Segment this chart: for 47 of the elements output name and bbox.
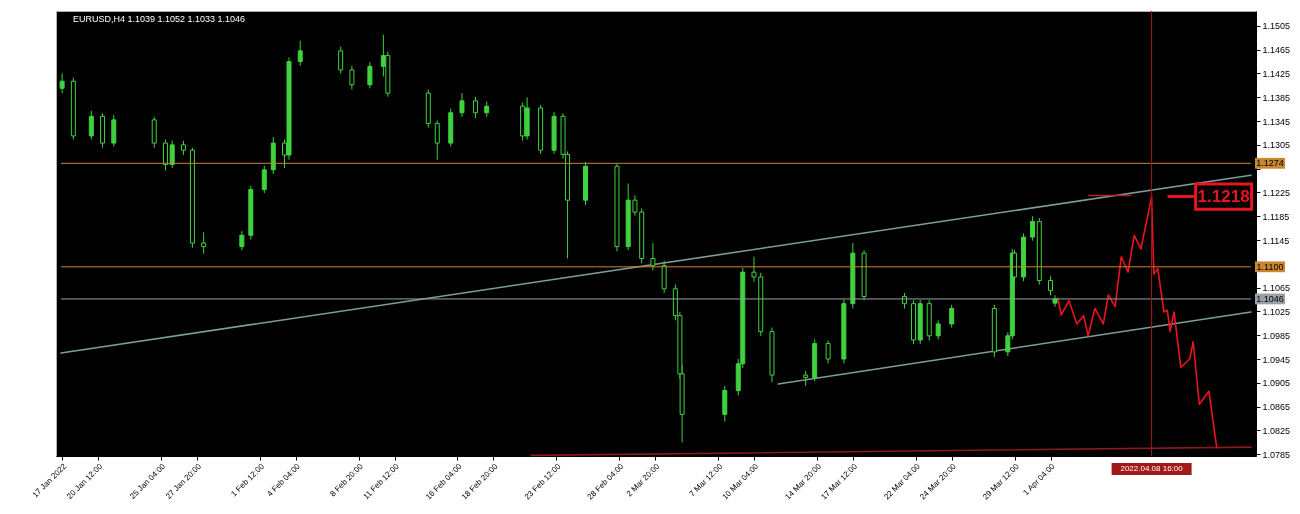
annotation: 1.1218 xyxy=(1197,186,1250,206)
candlestick xyxy=(151,116,157,149)
ref-line-label: 1.1046 xyxy=(1256,293,1284,304)
candlestick xyxy=(162,139,168,171)
y-tick-label: 1.0865 xyxy=(1262,402,1291,413)
candlestick xyxy=(1030,215,1036,242)
candlestick xyxy=(59,72,65,94)
y-tick-label: 1.1385 xyxy=(1262,92,1291,103)
y-tick-label: 1.0825 xyxy=(1262,425,1291,436)
candlestick xyxy=(949,304,955,328)
y-tick-label: 1.1145 xyxy=(1262,235,1290,246)
y-tick-label: 1.1185 xyxy=(1262,211,1290,222)
candlestick xyxy=(650,242,656,271)
y-tick-label: 1.1345 xyxy=(1262,116,1291,127)
y-tick-label: 1.0945 xyxy=(1262,354,1291,365)
candlestick xyxy=(661,260,667,294)
y-tick-label: 1.1505 xyxy=(1262,21,1291,32)
y-tick-label: 1.1305 xyxy=(1262,140,1291,151)
candlestick xyxy=(88,110,94,140)
candlestick xyxy=(1048,275,1054,296)
candlestick xyxy=(239,230,245,251)
candlestick xyxy=(459,92,465,118)
candlestick xyxy=(338,46,344,74)
chart-title: EURUSD,H4 1.1039 1.1052 1.1033 1.1046 xyxy=(73,14,246,24)
ref-line-label: 1.1274 xyxy=(1256,158,1284,169)
candlestick xyxy=(825,340,831,364)
y-tick-label: 1.1425 xyxy=(1262,68,1291,79)
candlestick xyxy=(367,61,373,89)
candlestick xyxy=(169,140,175,169)
candlestick xyxy=(935,319,941,340)
candlestick xyxy=(722,385,728,422)
y-tick-label: 1.0905 xyxy=(1262,378,1291,389)
y-tick-label: 1.1465 xyxy=(1262,45,1291,56)
y-tick-label: 1.0985 xyxy=(1262,330,1291,341)
ref-line-label: 2022.04.08 16:00 xyxy=(1120,464,1184,473)
y-tick-label: 1.1065 xyxy=(1262,283,1291,294)
ref-line-label: 1.1100 xyxy=(1256,261,1284,272)
candlestick xyxy=(472,96,478,119)
y-tick-label: 1.0785 xyxy=(1262,449,1291,460)
candlestick xyxy=(349,65,355,91)
y-tick-label: 1.1225 xyxy=(1262,187,1291,198)
y-tick-label: 1.1025 xyxy=(1262,306,1291,317)
candlestick xyxy=(434,119,440,161)
candlestick xyxy=(261,165,267,194)
candlestick xyxy=(297,40,303,67)
candlestick xyxy=(111,114,117,148)
candlestick xyxy=(201,231,207,255)
